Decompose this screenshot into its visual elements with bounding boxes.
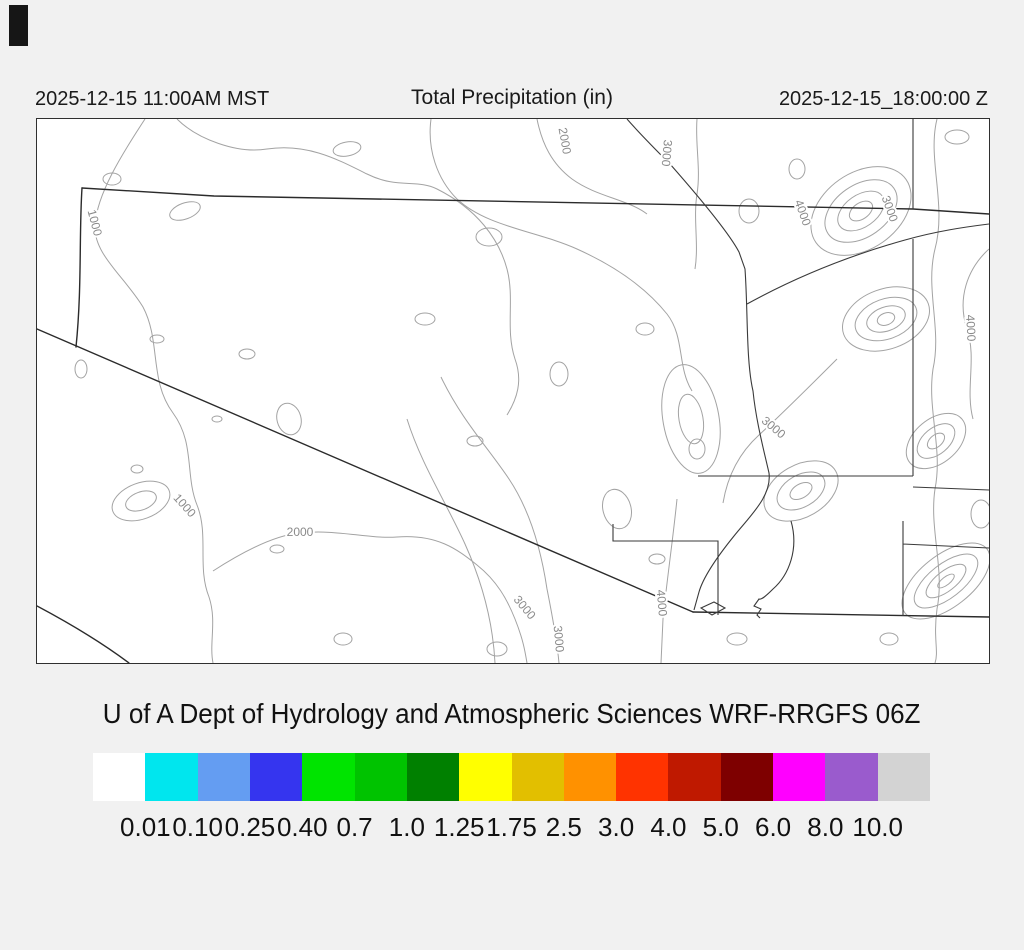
colorbar-swatch: [825, 753, 878, 801]
colorbar-tick-label: 1.75: [486, 812, 537, 842]
colorbar-tick-label: 5.0: [702, 812, 739, 842]
mountain-contours-ne: [810, 166, 931, 352]
colorbar-swatch: [720, 753, 774, 801]
colorbar-swatch: [773, 753, 826, 801]
colorbar-swatch: [354, 753, 407, 801]
state-borders: [37, 119, 989, 663]
colorbar-tick-label: 0.40: [276, 812, 328, 842]
contour-label: 2000: [287, 525, 314, 539]
colorbar-swatch: [459, 753, 512, 801]
colorbar-swatch: [197, 753, 250, 801]
colorbar-tick-label: 10.0: [852, 812, 903, 842]
contour-label: 4000: [963, 314, 978, 342]
colorbar-swatch: [93, 753, 146, 801]
mountain-contours-se: [901, 542, 989, 620]
attribution-caption: U of A Dept of Hydrology and Atmospheric…: [0, 698, 1024, 730]
elevation-contours: [74, 119, 989, 663]
mountain-contours-e: [763, 412, 967, 522]
map-title: Total Precipitation (in): [411, 86, 613, 109]
colorbar-tick-label: 4.0: [650, 812, 687, 842]
colorbar-tick-label: 8.0: [807, 812, 844, 842]
contour-label: 4000: [654, 589, 670, 617]
colorbar-swatch: [511, 753, 564, 801]
colorbar-swatch: [616, 753, 669, 801]
colorbar-tick-label: 2.5: [545, 812, 582, 842]
contour-label: 1000: [85, 208, 106, 238]
colorbar-tick-label: 0.01: [120, 812, 171, 842]
attribution-caption-text: U of A Dept of Hydrology and Atmospheric…: [103, 698, 921, 729]
colorbar-tick-label: 0.25: [224, 812, 276, 842]
colorbar-tick-label: 1.0: [388, 812, 425, 842]
colorbar-ticks: 0.01 0.10 0.25 0.40 0.7 1.0 1.25 1.75 2.5 3.0 4.0 5…: [93, 812, 930, 846]
colorbar-tick-label: 0.7: [336, 812, 373, 842]
contour-label: 1000: [170, 491, 198, 520]
colorbar-tick-label: 3.0: [598, 812, 635, 842]
contour-label: 3000: [659, 139, 675, 167]
colorbar: [93, 753, 930, 801]
colorbar-swatch: [668, 753, 721, 801]
contour-label: 2000: [556, 126, 574, 155]
terminal-cursor: [9, 5, 28, 46]
contour-label: 3000: [759, 413, 789, 441]
contour-label: 4000: [792, 198, 814, 228]
map-panel: 1000 2000 3000 4000 3000 4000 3000 1000 2000 3000…: [36, 118, 990, 664]
colorbar-swatch: [249, 753, 303, 801]
colorbar-swatch: [302, 753, 355, 801]
mountain-contours-sw: [111, 480, 171, 522]
colorbar-tick-label: 6.0: [754, 812, 792, 842]
contour-blobs: [74, 129, 989, 657]
contour-label: 3000: [551, 625, 567, 653]
colorbar-tick-label: 0.10: [172, 812, 223, 842]
valid-time-label: 2025-12-15 11:00AM MST: [35, 88, 270, 110]
forecast-time-label: 2025-12-15_18:00:00 Z: [778, 88, 988, 110]
colorbar-swatch: [563, 753, 617, 801]
colorbar-swatch: [145, 753, 198, 801]
colorbar-swatch: [877, 753, 930, 801]
colorbar-tick-label: 1.25: [433, 812, 485, 842]
colorbar-swatch: [406, 753, 460, 801]
